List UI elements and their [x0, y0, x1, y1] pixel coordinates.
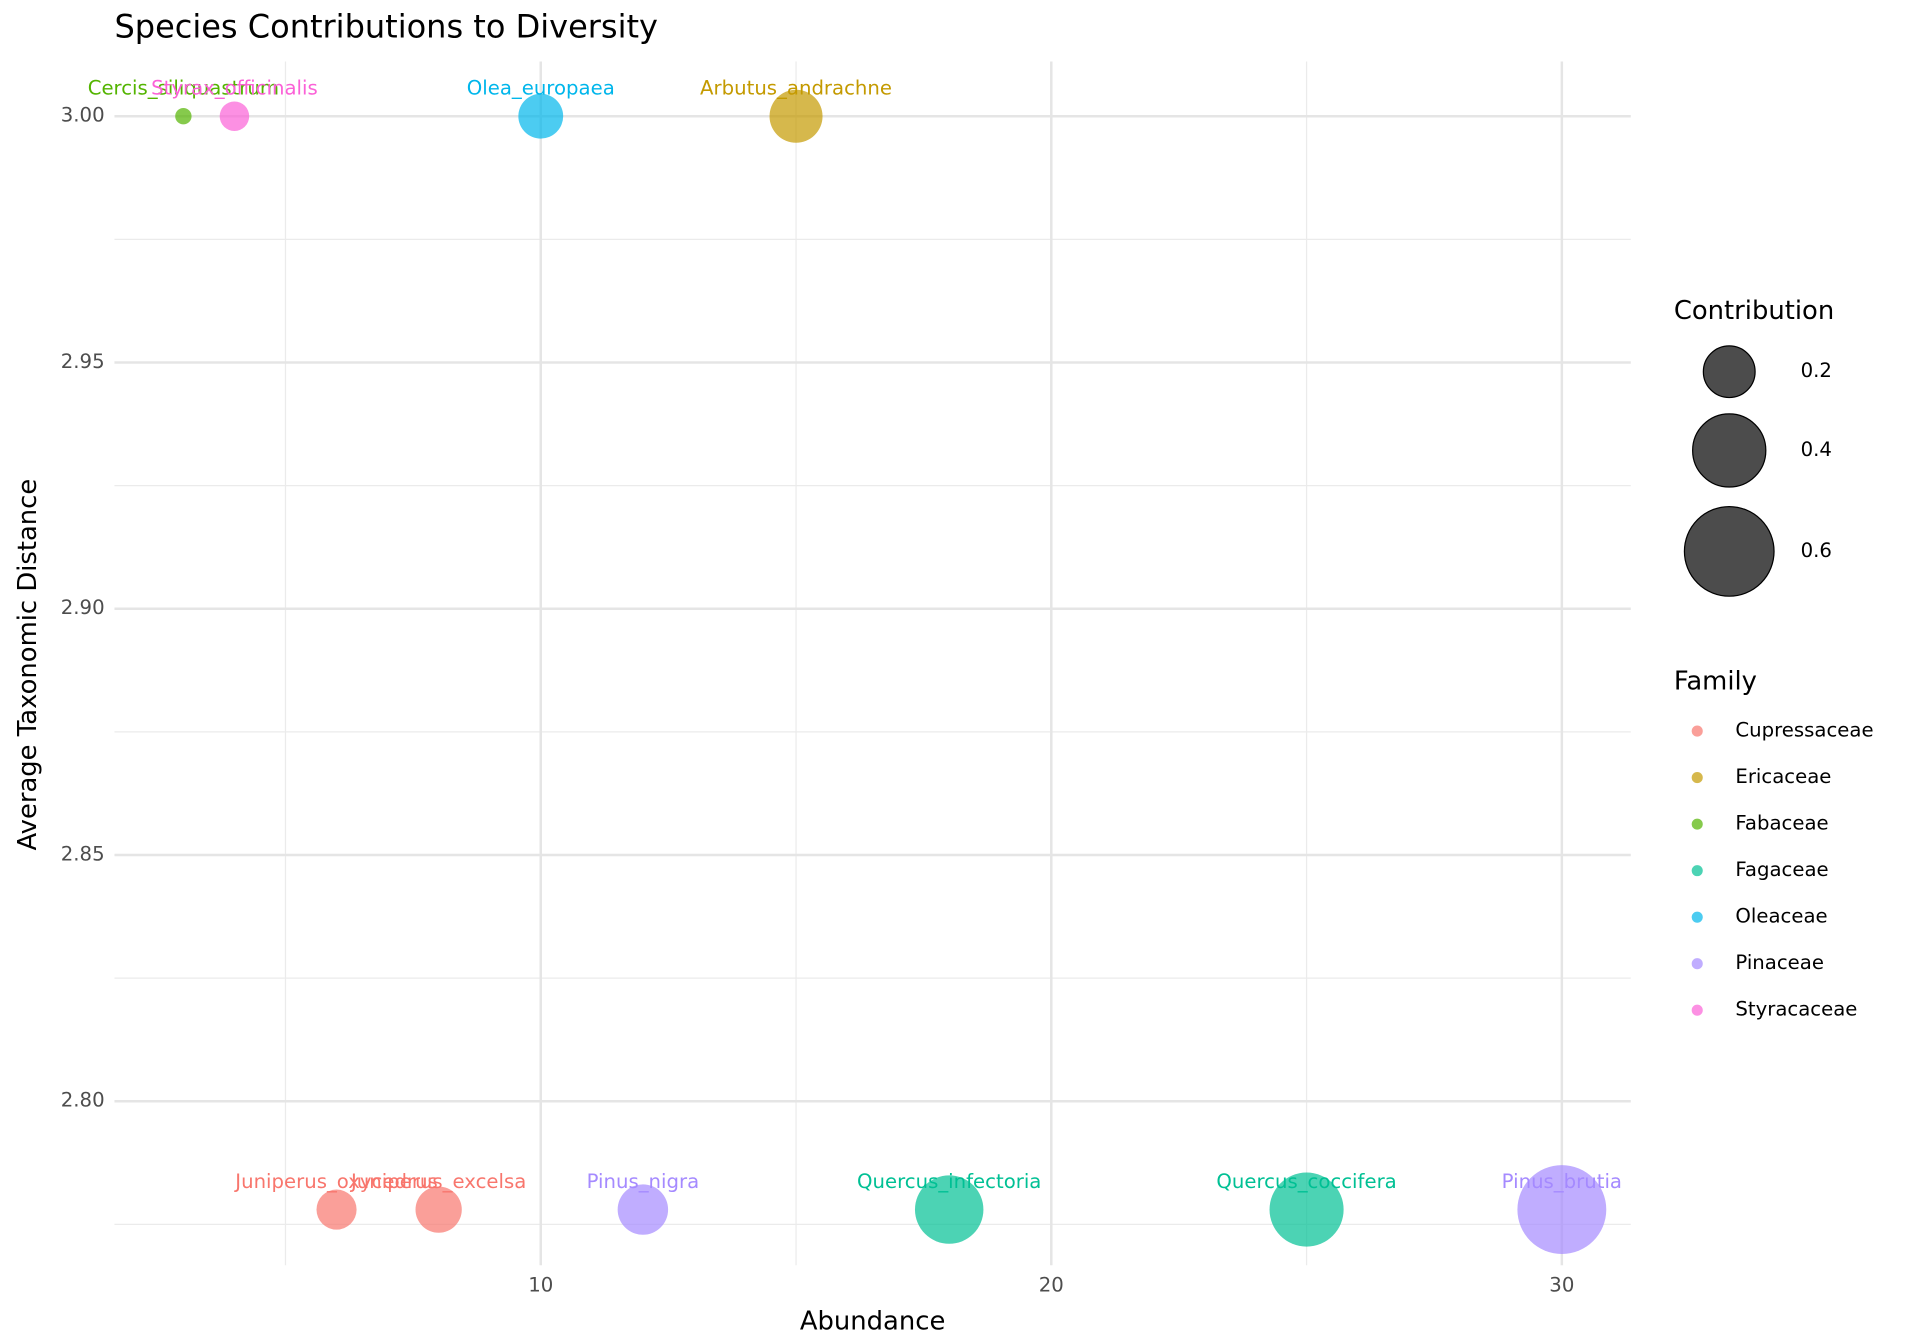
- legend-key: [1691, 865, 1703, 877]
- legend-key: [1691, 725, 1703, 737]
- y-tick-label: 2.85: [61, 842, 105, 865]
- legend-label: Oleaceae: [1735, 905, 1827, 928]
- legend-label: Styracaceae: [1735, 998, 1857, 1021]
- point-label: Styrax_officinalis: [151, 77, 318, 100]
- size-legend-key: [1692, 413, 1767, 488]
- size-legend-title: Contribution: [1674, 296, 1834, 326]
- point-label: Quercus_coccifera: [1216, 1170, 1396, 1193]
- legend-key: [1691, 772, 1703, 784]
- x-tick-label: 10: [528, 1274, 553, 1297]
- size-legend-label: 0.6: [1801, 539, 1832, 562]
- point-label: Pinus_brutia: [1502, 1170, 1622, 1193]
- point: [415, 1186, 462, 1233]
- point: [769, 89, 823, 143]
- x-tick-label: 30: [1549, 1274, 1574, 1297]
- color-legend-title: Family: [1674, 666, 1757, 696]
- legend-label: Cupressaceae: [1735, 719, 1873, 742]
- point: [518, 93, 564, 139]
- point: [1269, 1172, 1344, 1247]
- legend-label: Fagaceae: [1735, 858, 1828, 881]
- grid: [114, 61, 1631, 1266]
- y-tick-label: 3.00: [61, 104, 105, 127]
- legend-label: Pinaceae: [1735, 951, 1824, 974]
- legend-label: Ericaceae: [1735, 765, 1831, 788]
- point-label: Juniperus_oxycedrus: [233, 1170, 438, 1193]
- legend-key: [1691, 1004, 1703, 1016]
- point: [219, 101, 250, 131]
- point: [175, 108, 192, 125]
- legend-key: [1691, 958, 1703, 970]
- size-legend-key: [1683, 505, 1775, 597]
- y-tick-label: 2.90: [61, 596, 105, 619]
- y-tick-label: 2.80: [61, 1089, 105, 1112]
- y-tick-label: 2.95: [61, 350, 105, 373]
- chart-title: Species Contributions to Diversity: [114, 7, 658, 45]
- size-legend-label: 0.4: [1801, 438, 1832, 461]
- size-legend-key: [1702, 345, 1756, 399]
- point: [617, 1184, 669, 1235]
- point-label: Arbutus_andrachne: [700, 77, 892, 100]
- size-legend-label: 0.2: [1801, 359, 1832, 382]
- y-axis-title: Average Taxonomic Distance: [13, 479, 43, 851]
- point-label: Quercus_infectoria: [857, 1170, 1041, 1193]
- point-label: Pinus_nigra: [587, 1170, 700, 1193]
- point-label: Cercis_siliquastrum: [88, 77, 279, 100]
- legend-key: [1691, 818, 1703, 830]
- legend-key: [1691, 911, 1703, 923]
- point: [316, 1189, 357, 1230]
- x-tick-label: 20: [1039, 1274, 1064, 1297]
- legend-label: Fabaceae: [1735, 812, 1828, 835]
- points: [175, 89, 1607, 1255]
- x-axis-title: Abundance: [800, 1306, 946, 1336]
- point-label: Olea_europaea: [467, 77, 615, 100]
- point-label: Juniperus_excelsa: [349, 1170, 526, 1193]
- point: [914, 1175, 984, 1244]
- point: [1517, 1165, 1607, 1255]
